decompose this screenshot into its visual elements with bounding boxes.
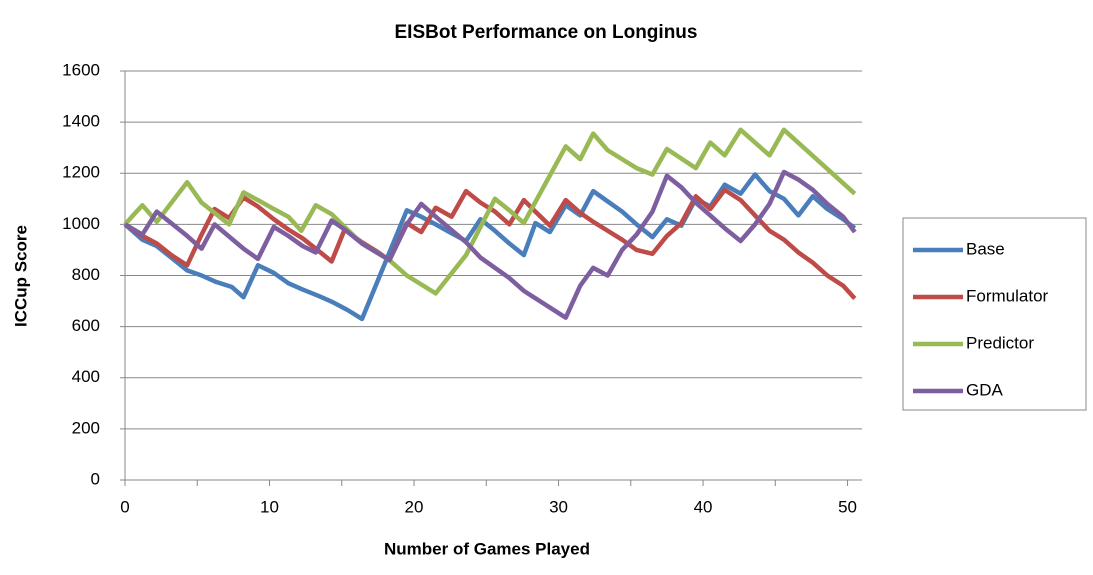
y-tick-label: 600 (72, 316, 100, 335)
series-line (123, 187, 857, 301)
x-tick-label: 0 (120, 497, 129, 516)
y-tick-label: 200 (72, 418, 100, 437)
y-tick-label: 1400 (62, 112, 100, 131)
y-tick-label: 1200 (62, 163, 100, 182)
legend-label: GDA (966, 380, 1004, 399)
y-tick-label: 1000 (62, 214, 100, 233)
x-axis-label: Number of Games Played (384, 539, 590, 558)
y-tick-label: 1600 (62, 60, 100, 79)
y-tick-label: 400 (72, 367, 100, 386)
x-tick-label: 30 (549, 497, 568, 516)
x-tick-label: 40 (694, 497, 713, 516)
series-line (123, 172, 857, 322)
legend-label: Base (966, 239, 1005, 258)
legend-label: Formulator (966, 286, 1049, 305)
chart-title: EISBot Performance on Longinus (395, 22, 698, 43)
x-tick-label: 20 (405, 497, 424, 516)
x-tick-label: 50 (838, 497, 857, 516)
x-tick-label: 10 (260, 497, 279, 516)
y-axis-label: ICCup Score (11, 225, 30, 327)
series-line (123, 169, 857, 320)
y-tick-label: 0 (91, 469, 100, 488)
legend-label: Predictor (966, 333, 1034, 352)
series-line (123, 127, 857, 296)
y-tick-label: 800 (72, 265, 100, 284)
